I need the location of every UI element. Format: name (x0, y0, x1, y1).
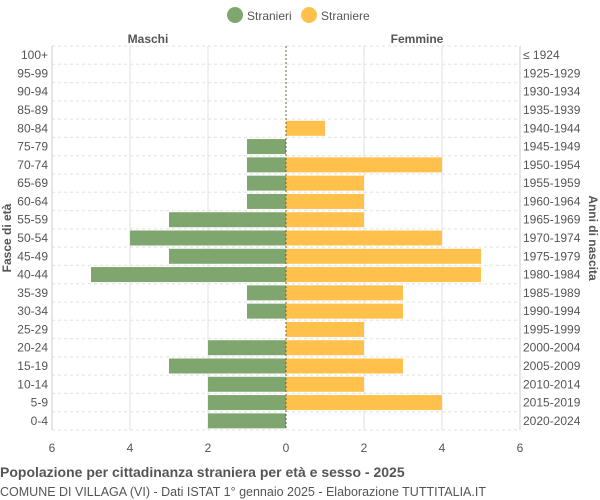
birth-year-label: 2005-2009 (523, 359, 581, 373)
age-label: 95-99 (17, 66, 48, 80)
x-tick-label: 0 (283, 441, 290, 455)
birth-year-label: 2010-2014 (523, 377, 581, 391)
age-label: 60-64 (17, 194, 48, 208)
x-tick-label: 2 (361, 441, 368, 455)
bar-female (286, 358, 403, 374)
bar-male (169, 212, 286, 228)
bar-female (286, 267, 481, 283)
birth-year-label: 1950-1954 (523, 158, 581, 172)
bar-male (247, 193, 286, 209)
bar-female (286, 285, 403, 301)
age-label: 0-4 (31, 414, 49, 428)
age-label: 75-79 (17, 140, 48, 154)
birth-year-label: 1945-1949 (523, 140, 581, 154)
birth-year-label: ≤ 1924 (523, 48, 560, 62)
bar-male (247, 175, 286, 191)
birth-year-label: 1970-1974 (523, 231, 581, 245)
birth-year-label: 1925-1929 (523, 66, 581, 80)
bar-male (169, 358, 286, 374)
age-label: 40-44 (17, 268, 48, 282)
age-label: 45-49 (17, 249, 48, 263)
age-label: 35-39 (17, 286, 48, 300)
birth-year-label: 1960-1964 (523, 194, 581, 208)
bar-female (286, 212, 364, 228)
birth-year-label: 1975-1979 (523, 249, 581, 263)
bar-male (130, 230, 286, 246)
bar-female (286, 395, 442, 411)
bar-female (286, 248, 481, 264)
age-label: 80-84 (17, 121, 48, 135)
bar-female (286, 303, 403, 319)
bar-male (247, 139, 286, 155)
birth-year-label: 1930-1934 (523, 85, 581, 99)
age-label: 30-34 (17, 304, 48, 318)
birth-year-label: 1990-1994 (523, 304, 581, 318)
y-axis-label-right: Anni di nascita (586, 195, 600, 281)
birth-year-label: 1965-1969 (523, 213, 581, 227)
x-tick-label: 6 (49, 441, 56, 455)
age-label: 20-24 (17, 341, 48, 355)
legend-marker-stranieri (227, 7, 243, 23)
legend-marker-straniere (301, 7, 317, 23)
bar-male (247, 285, 286, 301)
birth-year-label: 1940-1944 (523, 121, 581, 135)
chart-title: Popolazione per cittadinanza straniera p… (0, 464, 405, 480)
bar-female (286, 193, 364, 209)
age-label: 5-9 (31, 396, 49, 410)
legend-label-stranieri: Stranieri (247, 9, 292, 23)
bar-male (247, 303, 286, 319)
age-label: 50-54 (17, 231, 48, 245)
age-label: 10-14 (17, 377, 48, 391)
x-tick-label: 4 (127, 441, 134, 455)
birth-year-label: 2015-2019 (523, 396, 581, 410)
bar-male (208, 376, 286, 392)
right-header: Femmine (391, 32, 444, 46)
bar-female (286, 376, 364, 392)
bar-female (286, 340, 364, 356)
bar-male (208, 340, 286, 356)
age-label: 65-69 (17, 176, 48, 190)
birth-year-label: 2000-2004 (523, 341, 581, 355)
bar-female (286, 120, 325, 136)
bar-female (286, 230, 442, 246)
birth-year-label: 1995-1999 (523, 322, 581, 336)
x-tick-label: 6 (517, 441, 524, 455)
birth-year-label: 1935-1939 (523, 103, 581, 117)
legend-label-straniere: Straniere (321, 9, 370, 23)
x-tick-label: 2 (205, 441, 212, 455)
age-label: 25-29 (17, 322, 48, 336)
bar-male (91, 267, 286, 283)
birth-year-label: 1980-1984 (523, 268, 581, 282)
age-label: 15-19 (17, 359, 48, 373)
birth-year-label: 1985-1989 (523, 286, 581, 300)
age-label: 70-74 (17, 158, 48, 172)
age-label: 90-94 (17, 85, 48, 99)
age-label: 55-59 (17, 213, 48, 227)
bar-female (286, 157, 442, 173)
bar-female (286, 321, 364, 337)
y-axis-label-left: Fasce di età (0, 203, 14, 272)
bar-male (247, 157, 286, 173)
bar-male (208, 395, 286, 411)
bar-male (208, 413, 286, 429)
left-header: Maschi (128, 32, 169, 46)
chart-subtitle: COMUNE DI VILLAGA (VI) - Dati ISTAT 1° g… (0, 485, 486, 499)
age-label: 100+ (21, 48, 48, 62)
birth-year-label: 2020-2024 (523, 414, 581, 428)
birth-year-label: 1955-1959 (523, 176, 581, 190)
x-tick-label: 4 (439, 441, 446, 455)
age-label: 85-89 (17, 103, 48, 117)
bar-male (169, 248, 286, 264)
bar-female (286, 175, 364, 191)
